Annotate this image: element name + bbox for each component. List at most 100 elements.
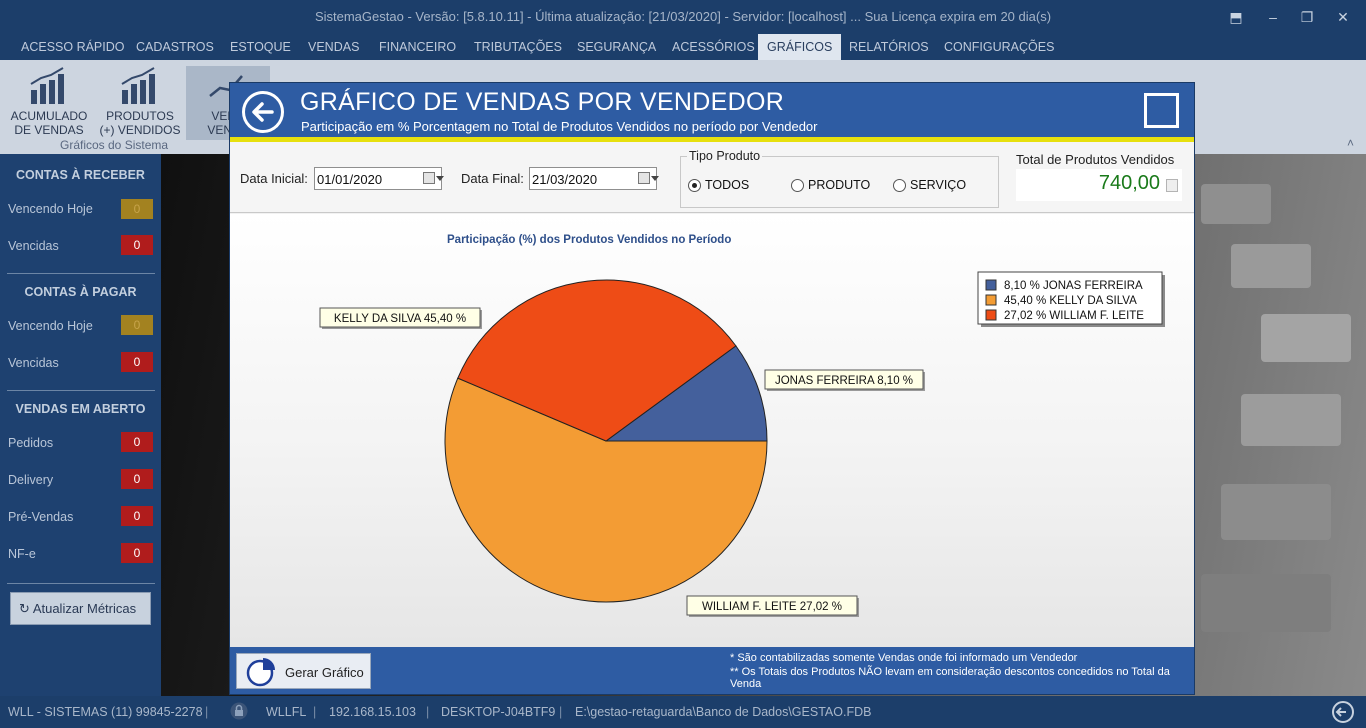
pie-data-label-3: WILLIAM F. LEITE 27,02 % xyxy=(686,595,859,617)
ribbon-acumulado-vendas-button[interactable]: ACUMULADO DE VENDAS xyxy=(7,66,91,140)
divider xyxy=(7,273,155,274)
legend-swatch-2 xyxy=(985,294,997,306)
data-inicial-field[interactable]: 01/01/2020 xyxy=(314,167,444,190)
footnote-2: ** Os Totais dos Produtos NÃO levam em c… xyxy=(730,666,1170,690)
svg-text:WILLIAM F. LEITE 27,02 %: WILLIAM F. LEITE 27,02 % xyxy=(702,601,842,613)
menu-estoque[interactable]: ESTOQUE xyxy=(230,40,291,54)
pagar-vencendo-badge[interactable]: 0 xyxy=(121,315,153,335)
pagar-vencidas-badge[interactable]: 0 xyxy=(121,352,153,372)
calendar-icon[interactable] xyxy=(638,172,659,184)
total-produtos-value: 740,00 xyxy=(1098,172,1160,194)
company-contact: WLL - SISTEMAS (11) 99845-2278 xyxy=(8,705,203,719)
metrics-sidebar: CONTAS À RECEBER Vencendo Hoje 0 Vencida… xyxy=(0,154,161,696)
pagar-vencendo-label: Vencendo Hoje xyxy=(8,319,93,333)
main-menu: ACESSO RÁPIDO CADASTROS ESTOQUE VENDAS F… xyxy=(0,34,1366,60)
restore-icon[interactable]: ⬒ xyxy=(1229,9,1243,25)
menu-vendas[interactable]: VENDAS xyxy=(308,40,360,54)
tipo-produto-group xyxy=(680,156,999,208)
divider xyxy=(7,390,155,391)
receber-vencendo-badge[interactable]: 0 xyxy=(121,199,153,219)
data-inicial-label: Data Inicial: xyxy=(240,171,308,186)
atualizar-metricas-button[interactable]: ↻ Atualizar Métricas xyxy=(10,592,151,625)
chart-area: Participação (%) dos Produtos Vendidos n… xyxy=(230,214,1194,647)
close-icon[interactable]: ✕ xyxy=(1337,9,1349,25)
legend-swatch-1 xyxy=(985,279,997,291)
radio-icon xyxy=(893,179,906,192)
sales-by-seller-dialog: GRÁFICO DE VENDAS POR VENDEDOR Participa… xyxy=(229,82,1195,695)
radio-produto[interactable]: PRODUTO xyxy=(791,178,870,192)
contas-pagar-title: CONTAS À PAGAR xyxy=(24,285,137,299)
dialog-footer: Gerar Gráfico * São contabilizadas somen… xyxy=(230,647,1194,694)
menu-configuracoes[interactable]: CONFIGURAÇÕES xyxy=(944,40,1055,54)
logged-user: WLLFL xyxy=(266,705,307,719)
chart-title: Participação (%) dos Produtos Vendidos n… xyxy=(447,234,731,246)
menu-acessorios[interactable]: ACESSÓRIOS xyxy=(672,40,755,54)
ip-address: 192.168.15.103 xyxy=(329,705,416,719)
receber-vencidas-badge[interactable]: 0 xyxy=(121,235,153,255)
delivery-badge[interactable]: 0 xyxy=(121,469,153,489)
legend-entry-2: 45,40 % KELLY DA SILVA xyxy=(1004,295,1137,307)
logout-icon[interactable] xyxy=(1332,701,1354,726)
data-final-field[interactable]: 21/03/2020 xyxy=(529,167,659,190)
legend-swatch-3 xyxy=(985,309,997,321)
radio-icon xyxy=(791,179,804,192)
arrow-left-icon xyxy=(252,102,274,122)
bar-chart-icon xyxy=(121,67,155,104)
menu-graficos[interactable]: GRÁFICOS xyxy=(758,34,842,60)
nfe-label: NF-e xyxy=(8,547,36,561)
menu-cadastros[interactable]: CADASTROS xyxy=(136,40,214,54)
pie-slice-1[interactable] xyxy=(604,345,768,442)
menu-relatorios[interactable]: RELATÓRIOS xyxy=(849,40,929,54)
total-produtos-field: 740,00 xyxy=(1016,169,1182,201)
collapse-ribbon-icon[interactable]: ˄ xyxy=(1346,136,1354,150)
pie-data-label-1: JONAS FERREIRA 8,10 % xyxy=(764,369,925,391)
tipo-produto-label: Tipo Produto xyxy=(687,149,763,163)
legend-entry-1: 8,10 % JONAS FERREIRA xyxy=(1004,280,1143,292)
minimize-icon[interactable]: – xyxy=(1269,9,1277,25)
data-final-label: Data Final: xyxy=(461,171,524,186)
menu-acesso-rapido[interactable]: ACESSO RÁPIDO xyxy=(21,40,125,54)
legend-box xyxy=(977,271,1163,325)
ribbon-produtos-vendidos-button[interactable]: PRODUTOS (+) VENDIDOS xyxy=(98,66,182,140)
pre-vendas-label: Pré-Vendas xyxy=(8,510,74,524)
pie-slice-3[interactable] xyxy=(457,279,737,442)
pagar-vencidas-label: Vencidas xyxy=(8,356,59,370)
header-accent-bar xyxy=(230,137,1194,142)
contas-receber-title: CONTAS À RECEBER xyxy=(16,168,145,182)
nfe-badge[interactable]: 0 xyxy=(121,543,153,563)
pie-slices xyxy=(444,279,768,603)
radio-servico[interactable]: SERVIÇO xyxy=(893,178,966,192)
window-title: SistemaGestao - Versão: [5.8.10.11] - Úl… xyxy=(314,9,1052,24)
pie-chart-icon xyxy=(246,658,275,687)
menu-tributacoes[interactable]: TRIBUTAÇÕES xyxy=(474,40,562,54)
total-produtos-label: Total de Produtos Vendidos xyxy=(1016,152,1175,167)
pie-data-labels: JONAS FERREIRA 8,10 % KELLY DA SILVA 45,4… xyxy=(319,307,925,617)
pedidos-badge[interactable]: 0 xyxy=(121,432,153,452)
pie-slice-2[interactable] xyxy=(444,377,768,603)
gerar-grafico-button[interactable]: Gerar Gráfico xyxy=(236,653,371,689)
delivery-label: Delivery xyxy=(8,473,54,487)
pedidos-label: Pedidos xyxy=(8,436,54,450)
calculator-icon[interactable] xyxy=(1166,179,1178,192)
bar-chart-icon xyxy=(30,67,64,104)
window-titlebar: SistemaGestao - Versão: [5.8.10.11] - Úl… xyxy=(0,0,1366,34)
lock-icon[interactable] xyxy=(230,702,248,723)
radio-todos[interactable]: TODOS xyxy=(688,178,749,192)
maximize-icon[interactable]: ❐ xyxy=(1300,9,1314,25)
dialog-header: GRÁFICO DE VENDAS POR VENDEDOR Participa… xyxy=(230,83,1194,142)
svg-text:KELLY DA SILVA 45,40 %: KELLY DA SILVA 45,40 % xyxy=(334,313,466,325)
data-final-value: 21/03/2020 xyxy=(532,172,598,187)
calendar-icon[interactable] xyxy=(423,172,444,184)
divider xyxy=(7,583,155,584)
data-inicial-value: 01/01/2020 xyxy=(317,172,383,187)
database-path: E:\gestao-retaguarda\Banco de Dados\GEST… xyxy=(575,705,872,719)
back-button[interactable] xyxy=(242,91,284,133)
pre-vendas-badge[interactable]: 0 xyxy=(121,506,153,526)
menu-seguranca[interactable]: SEGURANÇA xyxy=(577,40,657,54)
chart-legend: 8,10 % JONAS FERREIRA 45,40 % KELLY DA SI… xyxy=(977,271,1165,327)
menu-financeiro[interactable]: FINANCEIRO xyxy=(379,40,457,54)
maximize-dialog-button[interactable] xyxy=(1144,93,1179,128)
dialog-title: GRÁFICO DE VENDAS POR VENDEDOR xyxy=(300,88,785,116)
receber-vencidas-label: Vencidas xyxy=(8,239,59,253)
legend-entry-3: 27,02 % WILLIAM F. LEITE xyxy=(1004,310,1144,322)
